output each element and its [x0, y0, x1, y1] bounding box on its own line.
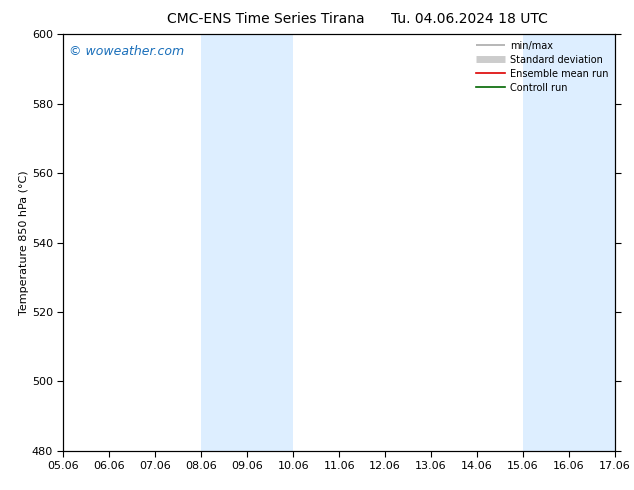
Bar: [202, 34, 293, 451]
Text: CMC-ENS Time Series Tirana: CMC-ENS Time Series Tirana: [167, 12, 365, 26]
Text: © woweather.com: © woweather.com: [69, 45, 184, 58]
Bar: [523, 34, 615, 451]
Legend: min/max, Standard deviation, Ensemble mean run, Controll run: min/max, Standard deviation, Ensemble me…: [472, 37, 612, 97]
Y-axis label: Temperature 850 hPa (°C): Temperature 850 hPa (°C): [19, 170, 29, 315]
Text: Tu. 04.06.2024 18 UTC: Tu. 04.06.2024 18 UTC: [391, 12, 548, 26]
